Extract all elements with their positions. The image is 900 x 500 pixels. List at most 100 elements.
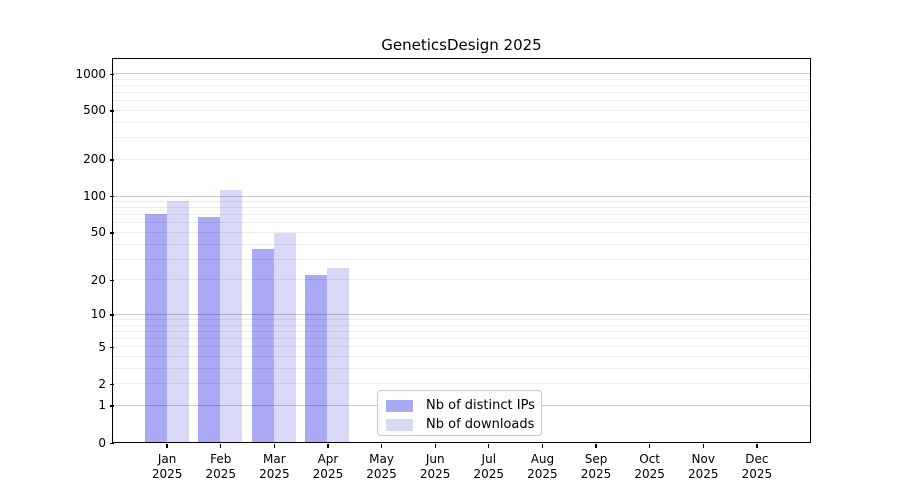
bar-downloads-mar <box>273 233 296 442</box>
y-axis-tick <box>109 346 114 349</box>
bar-distinct-ips-feb <box>198 217 221 442</box>
gridline-minor <box>113 137 810 139</box>
gridline-minor <box>113 231 810 233</box>
gridline-major <box>113 73 810 74</box>
gridline-minor <box>113 330 810 332</box>
x-tick-label: Sep 2025 <box>564 452 628 482</box>
x-tick-label-year: 2025 <box>634 467 665 481</box>
y-tick-label: 1000 <box>75 66 106 81</box>
y-axis-tick <box>109 110 114 112</box>
y-axis-tick <box>109 279 114 282</box>
chart-title: GeneticsDesign 2025 <box>381 36 542 54</box>
gridline-minor <box>113 92 810 94</box>
gridline-minor <box>113 222 810 224</box>
x-tick-label: Jan 2025 <box>135 452 199 482</box>
y-axis-tick <box>109 232 114 234</box>
x-axis-tick <box>273 444 275 448</box>
gridline-minor <box>113 367 810 369</box>
y-axis-tick <box>109 73 114 75</box>
y-tick-label: 50 <box>90 225 106 240</box>
x-tick-label-year: 2025 <box>205 467 236 481</box>
x-tick-label-month: Jan <box>157 452 177 466</box>
y-tick-label: 10 <box>90 307 106 322</box>
y-axis-tick <box>109 383 114 386</box>
bar-downloads-apr <box>327 267 350 442</box>
gridline-minor <box>113 207 810 209</box>
bar-distinct-ips-apr <box>305 274 328 442</box>
gridline-minor <box>113 121 810 123</box>
x-axis-tick <box>756 444 758 448</box>
x-tick-label: May 2025 <box>350 452 414 482</box>
x-tick-label-month: Jul <box>481 452 497 466</box>
gridline-minor <box>113 243 810 245</box>
y-tick-label: 1 <box>98 398 106 413</box>
gridline-major <box>113 195 810 197</box>
x-tick-label-month: Jun <box>425 452 445 466</box>
x-tick-label-year: 2025 <box>366 467 397 481</box>
gridline-minor <box>113 279 810 281</box>
x-tick-label-year: 2025 <box>151 467 183 481</box>
legend: Nb of distinct IPs Nb of downloads <box>377 390 542 436</box>
gridline-minor <box>113 258 810 260</box>
x-tick-label-month: Nov <box>691 452 715 466</box>
y-tick-label: 20 <box>90 272 106 287</box>
y-axis-tick <box>109 159 114 161</box>
x-tick-label: Apr 2025 <box>296 452 360 482</box>
x-tick-label-year: 2025 <box>741 467 773 481</box>
x-tick-label-year: 2025 <box>473 467 505 481</box>
gridline-minor <box>113 346 810 348</box>
x-tick-label: Jun 2025 <box>403 452 467 482</box>
plot-area: Nb of distinct IPs Nb of downloads <box>112 58 811 443</box>
x-tick-label: Dec 2025 <box>725 452 789 482</box>
gridline-minor <box>113 201 810 203</box>
gridline-minor <box>113 84 810 86</box>
gridline-minor <box>113 338 810 340</box>
x-axis-tick <box>649 444 651 448</box>
x-tick-label: Nov 2025 <box>671 452 735 482</box>
legend-label-downloads: Nb of downloads <box>426 417 535 432</box>
y-tick-label: 2 <box>98 376 106 391</box>
x-tick-label: Oct 2025 <box>618 452 682 482</box>
legend-label-distinct-ips: Nb of distinct IPs <box>426 398 535 413</box>
gridline-minor <box>113 324 810 326</box>
x-axis-tick <box>166 444 168 448</box>
x-tick-label-year: 2025 <box>259 467 290 481</box>
legend-item-downloads: Nb of downloads <box>386 415 541 434</box>
x-tick-label-year: 2025 <box>580 467 612 481</box>
x-axis-tick <box>220 444 222 448</box>
bar-distinct-ips-jan <box>144 214 167 442</box>
y-tick-label: 5 <box>98 339 106 354</box>
y-axis-tick <box>109 442 114 444</box>
gridline-minor <box>113 383 810 385</box>
bar-downloads-feb <box>220 190 243 442</box>
gridline-minor <box>113 100 810 102</box>
bar-downloads-jan <box>166 201 189 442</box>
y-axis-tick <box>109 405 114 407</box>
x-tick-label-month: Aug <box>530 452 555 466</box>
legend-item-distinct-ips: Nb of distinct IPs <box>386 396 541 415</box>
y-tick-label: 500 <box>83 103 106 118</box>
x-tick-label: Mar 2025 <box>242 452 306 482</box>
x-tick-label-year: 2025 <box>312 467 344 481</box>
x-tick-label: Aug 2025 <box>510 452 574 482</box>
x-axis-tick <box>541 444 544 448</box>
gridline-minor <box>113 78 810 80</box>
x-tick-label-year: 2025 <box>687 467 719 481</box>
y-tick-label: 0 <box>98 435 106 450</box>
x-tick-label-month: Sep <box>584 452 608 466</box>
x-axis-tick <box>595 444 597 448</box>
gridline-major <box>113 313 810 315</box>
x-tick-label: Feb 2025 <box>189 452 253 482</box>
legend-swatch-downloads-icon <box>386 418 413 431</box>
x-tick-label-month: Dec <box>745 452 769 466</box>
x-tick-label-month: May <box>369 452 394 466</box>
bar-distinct-ips-mar <box>251 249 274 442</box>
legend-swatch-distinct-ips-icon <box>386 399 413 412</box>
x-axis-tick <box>380 444 383 448</box>
y-tick-label: 200 <box>83 152 106 167</box>
x-axis-tick <box>702 444 704 448</box>
x-tick-label-month: Apr <box>317 452 339 466</box>
y-axis-tick <box>109 196 114 198</box>
x-tick-label-year: 2025 <box>419 467 451 481</box>
y-axis-tick <box>109 314 114 316</box>
